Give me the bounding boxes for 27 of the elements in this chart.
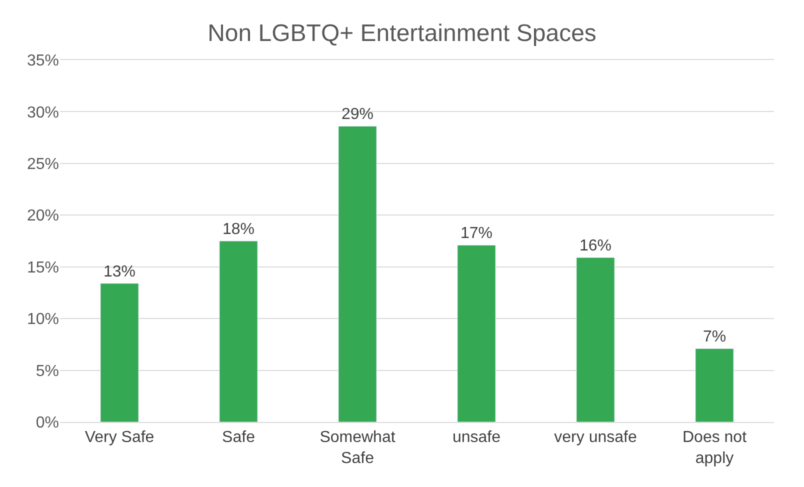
data-label: 13% (103, 263, 136, 280)
x-tick-label: unsafe (452, 429, 501, 446)
x-tick-label: very unsafe (554, 429, 637, 446)
y-tick-label: 15% (26, 259, 59, 276)
x-tick-label: Very Safe (84, 429, 154, 446)
y-tick-label: 5% (36, 362, 59, 380)
bar (100, 283, 139, 422)
chart-title: Non LGBTQ+ Entertainment Spaces (208, 20, 596, 48)
bar (576, 257, 615, 422)
data-label: 29% (341, 106, 374, 124)
y-tick-label: 25% (26, 156, 59, 174)
bar (338, 126, 377, 422)
y-tick-label: 10% (26, 311, 59, 328)
y-tick-label: 20% (26, 208, 59, 225)
bar (695, 348, 734, 422)
x-tick-label: Somewhat Safe (320, 429, 396, 467)
x-tick-label: Does not apply (682, 429, 748, 467)
y-tick-label: 30% (26, 104, 59, 122)
data-label: 18% (222, 221, 255, 238)
bar (219, 240, 258, 422)
y-tick-label: 35% (26, 52, 59, 70)
data-label: 16% (579, 238, 612, 255)
bar (457, 244, 496, 422)
y-tick-label: 0% (36, 414, 59, 432)
x-tick-label: Safe (222, 429, 256, 446)
data-label: 7% (702, 328, 726, 346)
data-label: 17% (460, 225, 493, 242)
